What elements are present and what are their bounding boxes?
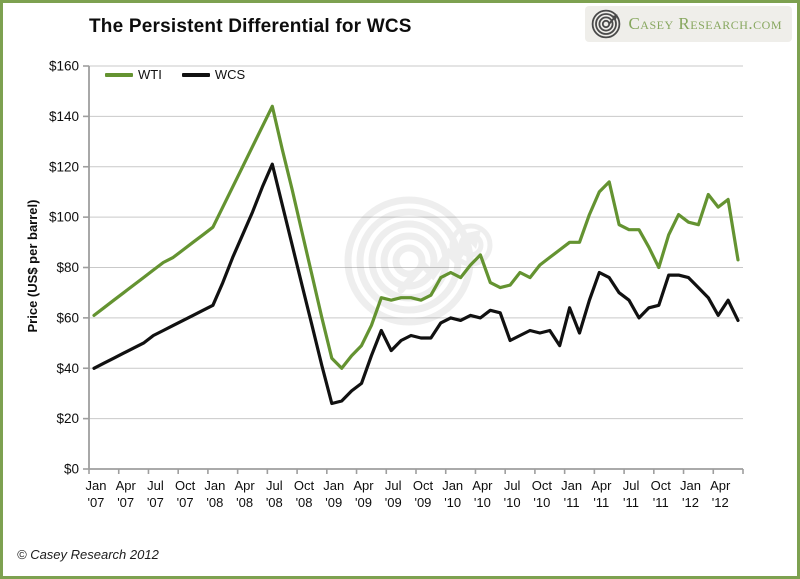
wti-line-swatch xyxy=(105,72,133,77)
svg-text:Jul'07: Jul '07 xyxy=(147,478,164,510)
brand-logo: Casey Research.com xyxy=(585,6,792,42)
svg-text:$160: $160 xyxy=(49,59,79,74)
svg-text:Apr'09: Apr '09 xyxy=(353,478,374,510)
svg-text:Jan'10: Jan '10 xyxy=(442,478,463,510)
svg-text:Jan'07: Jan '07 xyxy=(85,478,106,510)
wcs-line-swatch xyxy=(181,72,210,77)
svg-text:Jan'12: Jan '12 xyxy=(680,478,701,510)
chart-legend: WTI WCS xyxy=(105,67,245,82)
price-chart: $0 $20 $40 $60 $80 $100 $120 $140 $160 Jan '07 Apr '… xyxy=(49,59,744,510)
svg-text:Jan'09: Jan '09 xyxy=(323,478,344,510)
svg-text:$60: $60 xyxy=(56,310,79,325)
svg-text:$140: $140 xyxy=(49,109,79,124)
svg-text:Jul'11: Jul '11 xyxy=(623,478,640,510)
y-axis-title: Price (US$ per barrel) xyxy=(25,199,40,333)
svg-text:Oct'07: Oct '07 xyxy=(175,478,196,510)
axis-layer: $0 $20 $40 $60 $80 $100 $120 $140 $160 Jan '07 Apr '… xyxy=(49,59,744,510)
svg-text:Oct'08: Oct '08 xyxy=(294,478,315,510)
svg-text:Apr'11: Apr '11 xyxy=(591,478,612,510)
svg-text:Jul'10: Jul '10 xyxy=(504,478,521,510)
legend-label-wcs: WCS xyxy=(214,67,246,82)
svg-text:$80: $80 xyxy=(56,260,79,275)
series-layer xyxy=(92,104,740,406)
grid-layer xyxy=(89,65,743,420)
svg-text:Apr'10: Apr '10 xyxy=(472,478,493,510)
svg-text:Oct'09: Oct '09 xyxy=(413,478,434,510)
spiral-logo-icon xyxy=(592,9,621,39)
svg-text:Oct'10: Oct '10 xyxy=(532,478,553,510)
svg-text:$40: $40 xyxy=(56,361,79,376)
svg-text:Apr'12: Apr '12 xyxy=(710,478,731,510)
legend-label-wti: WTI xyxy=(138,67,162,82)
svg-text:Jul'09: Jul '09 xyxy=(385,478,402,510)
svg-text:Jan'08: Jan '08 xyxy=(204,478,225,510)
legend-item-wcs: WCS xyxy=(181,67,246,82)
brand-logo-text: Casey Research.com xyxy=(628,14,782,33)
legend-item-wti: WTI xyxy=(105,67,162,82)
svg-text:Jul'08: Jul '08 xyxy=(266,478,283,510)
copyright-text: © Casey Research 2012 xyxy=(17,547,159,562)
svg-text:Apr'07: Apr '07 xyxy=(116,478,137,510)
svg-text:$120: $120 xyxy=(49,159,79,174)
svg-text:$20: $20 xyxy=(56,411,79,426)
watermark-logo xyxy=(344,196,493,326)
svg-text:$0: $0 xyxy=(64,462,79,477)
page-title: The Persistent Differential for WCS xyxy=(89,16,412,37)
svg-text:Apr'08: Apr '08 xyxy=(234,478,255,510)
svg-text:Oct'11: Oct '11 xyxy=(651,478,672,510)
svg-text:Jan'11: Jan '11 xyxy=(561,478,582,510)
svg-text:$100: $100 xyxy=(49,210,79,225)
